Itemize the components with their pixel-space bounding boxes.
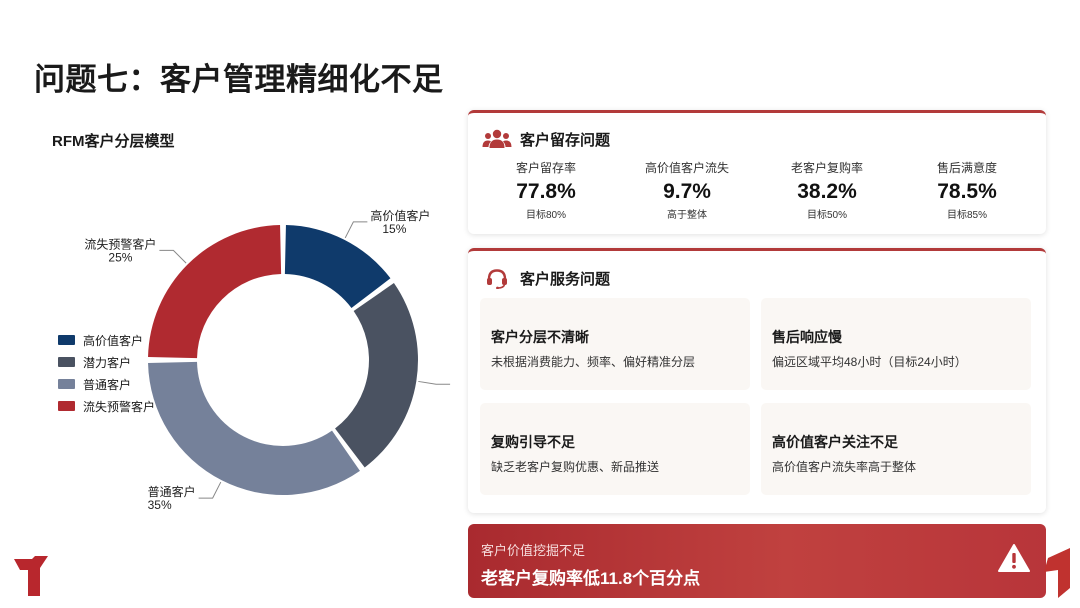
- legend-item: 普通客户: [58, 373, 155, 395]
- slice-percent-label: 15%: [382, 222, 406, 236]
- label-leader-line: [418, 380, 451, 385]
- metric-note: 目标80%: [525, 210, 566, 221]
- corner-decoration-shape: [1044, 548, 1070, 598]
- donut-slice: [148, 361, 360, 495]
- legend-swatch: [58, 379, 75, 389]
- legend-swatch: [58, 401, 75, 411]
- donut-slice: [284, 225, 391, 308]
- issue-card: 售后响应慢 偏远区域平均48小时（目标24小时）: [761, 298, 1031, 390]
- alert-banner-subtitle: 客户价值挖掘不足: [481, 543, 586, 558]
- legend-item: 高价值客户: [58, 329, 155, 351]
- issue-title: 客户分层不清晰: [491, 329, 589, 345]
- service-card: 客户服务问题 客户分层不清晰 未根据消费能力、频率、偏好精准分层 售后响应慢 偏…: [468, 248, 1046, 513]
- page-title: 问题七：客户管理精细化不足: [34, 62, 444, 97]
- slice-percent-label: 35%: [148, 498, 172, 512]
- label-leader-line: [159, 249, 187, 264]
- retention-card: 客户留存问题 客户留存率 77.8% 目标80% 高价值客户流失 9.7% 高于…: [468, 110, 1046, 234]
- retention-card-header: 客户留存问题: [482, 128, 610, 150]
- alert-banner: 客户价值挖掘不足 老客户复购率低11.8个百分点: [468, 524, 1046, 598]
- warning-icon: [998, 544, 1030, 572]
- issue-title: 高价值客户关注不足: [772, 434, 898, 450]
- corner-logo-shape: [14, 556, 48, 596]
- legend-label: 普通客户: [83, 377, 132, 392]
- metric-retention-rate: 客户留存率 77.8% 目标80%: [476, 159, 616, 221]
- users-icon: [482, 129, 512, 148]
- metric-label: 高价值客户流失: [644, 161, 729, 175]
- metric-label: 客户留存率: [515, 161, 576, 175]
- issue-title: 复购引导不足: [491, 434, 575, 450]
- metric-note: 目标85%: [946, 210, 987, 221]
- issue-title: 售后响应慢: [772, 329, 842, 345]
- metric-note: 目标50%: [806, 210, 847, 221]
- legend-label: 流失预警客户: [83, 399, 156, 414]
- legend-label: 潜力客户: [83, 355, 132, 370]
- service-card-title: 客户服务问题: [520, 270, 611, 288]
- alert-banner-message: 老客户复购率低11.8个百分点: [481, 569, 701, 588]
- label-leader-line: [198, 481, 222, 499]
- slice-name-label: 高价值客户: [370, 208, 430, 223]
- metric-value: 38.2%: [797, 180, 857, 203]
- issue-description: 高价值客户流失率高于整体: [772, 460, 917, 474]
- slice-name-label: 普通客户: [148, 484, 196, 499]
- issue-card: 客户分层不清晰 未根据消费能力、频率、偏好精准分层: [480, 298, 750, 390]
- issue-description: 偏远区域平均48小时（目标24小时）: [772, 355, 967, 369]
- metric-repurchase-rate: 老客户复购率 38.2% 目标50%: [757, 159, 897, 221]
- retention-card-title: 客户留存问题: [520, 131, 611, 149]
- donut-slice: [148, 225, 282, 359]
- headset-icon: [487, 269, 507, 289]
- metric-value: 77.8%: [516, 180, 576, 203]
- metric-label: 老客户复购率: [790, 161, 863, 175]
- legend-swatch: [58, 357, 75, 367]
- legend-item: 潜力客户: [58, 351, 155, 373]
- slice-percent-label: 25%: [108, 250, 132, 264]
- issue-description: 未根据消费能力、频率、偏好精准分层: [491, 355, 696, 369]
- issue-description: 缺乏老客户复购优惠、新品推送: [491, 460, 660, 474]
- legend-swatch: [58, 335, 75, 345]
- metric-note: 高于整体: [667, 210, 707, 221]
- metric-label: 售后满意度: [936, 161, 997, 175]
- label-leader-line: [344, 221, 368, 239]
- legend-label: 高价值客户: [83, 333, 144, 348]
- issue-card: 高价值客户关注不足 高价值客户流失率高于整体: [761, 403, 1031, 495]
- metric-value: 78.5%: [937, 180, 997, 203]
- chart-title: RFM客户分层模型: [52, 133, 175, 150]
- metric-satisfaction: 售后满意度 78.5% 目标85%: [897, 159, 1037, 221]
- donut-slice: [335, 283, 418, 468]
- chart-legend: 高价值客户 潜力客户 普通客户 流失预警客户: [58, 329, 155, 417]
- metric-value: 9.7%: [663, 180, 711, 203]
- slice-name-label: 流失预警客户: [84, 236, 156, 251]
- metric-high-value-churn: 高价值客户流失 9.7% 高于整体: [617, 159, 757, 221]
- issue-card: 复购引导不足 缺乏老客户复购优惠、新品推送: [480, 403, 750, 495]
- service-card-header: 客户服务问题: [482, 267, 610, 289]
- legend-item: 流失预警客户: [58, 395, 155, 417]
